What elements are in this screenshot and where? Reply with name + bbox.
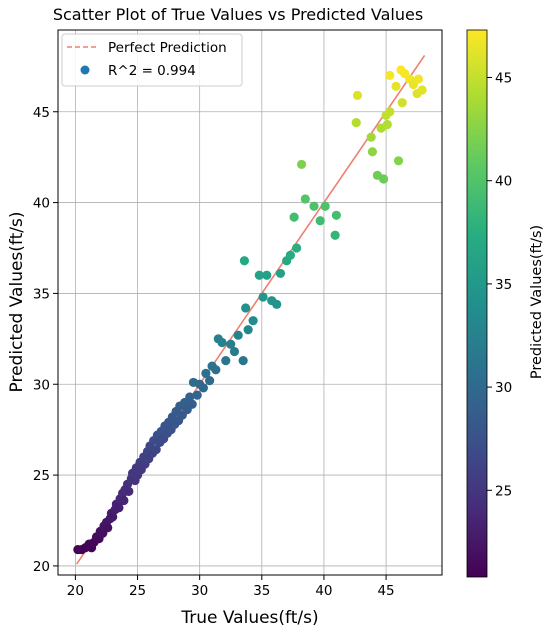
scatter-point <box>296 159 307 170</box>
chart-title: Scatter Plot of True Values vs Predicted… <box>53 5 423 24</box>
scatter-point <box>300 194 310 204</box>
scatter-point <box>254 270 264 280</box>
x-axis-ticks: 20 25 30 35 40 45 <box>67 575 395 599</box>
legend-marker-swatch <box>80 65 90 75</box>
scatter-point <box>233 330 243 340</box>
scatter-point <box>272 299 282 309</box>
scatter-point <box>151 445 161 455</box>
colorbar-label: Predicted Values(ft/s) <box>529 225 545 379</box>
legend-label-r-squared: R^2 = 0.994 <box>108 63 196 79</box>
x-axis-label: True Values(ft/s) <box>180 608 318 628</box>
x-tick-label: 45 <box>377 583 394 599</box>
x-tick-label: 35 <box>253 583 270 599</box>
colorbar-tick-label: 25 <box>495 483 512 499</box>
scatter-point <box>192 390 202 400</box>
colorbar-tick-label: 30 <box>495 380 512 396</box>
scatter-point <box>393 156 404 166</box>
y-tick-label: 45 <box>33 105 50 121</box>
scatter-point <box>211 365 221 375</box>
y-tick-label: 40 <box>33 196 50 212</box>
colorbar-tick-label: 40 <box>495 174 512 190</box>
scatter-point <box>413 74 423 84</box>
scatter-point <box>221 356 231 366</box>
legend: Perfect Prediction R^2 = 0.994 <box>61 33 243 87</box>
scatter-point <box>198 383 208 393</box>
colorbar-gradient <box>466 29 488 578</box>
scatter-point <box>352 90 363 100</box>
colorbar-ticks: 25 30 35 40 45 <box>487 70 512 499</box>
scatter-point <box>238 356 248 366</box>
y-tick-label: 30 <box>33 377 50 393</box>
y-axis-ticks: 20 25 30 35 40 45 <box>33 105 58 575</box>
scatter-point <box>292 243 302 253</box>
scatter-point <box>185 392 195 402</box>
scatter-point <box>366 132 376 142</box>
scatter-point <box>108 512 118 522</box>
plot-frame <box>57 29 443 576</box>
legend-label-perfect-prediction: Perfect Prediction <box>108 40 227 56</box>
scatter-point <box>330 230 340 240</box>
scatter-point <box>275 268 286 279</box>
scatter-point <box>391 81 401 91</box>
scatter-point <box>331 210 341 220</box>
x-tick-label: 30 <box>191 583 208 599</box>
y-axis-label: Predicted Values(ft/s) <box>7 212 27 393</box>
y-tick-label: 25 <box>33 468 50 484</box>
scatter-point <box>385 107 395 117</box>
scatter-point <box>397 98 407 108</box>
scatter-point <box>351 118 361 128</box>
scatter-point <box>258 292 268 302</box>
scatter-point <box>124 486 134 497</box>
scatter-point <box>320 201 330 211</box>
scatter-point <box>289 212 299 222</box>
scatter-point <box>243 325 253 335</box>
scatter-point <box>119 495 129 506</box>
colorbar-tick-label: 35 <box>495 277 512 293</box>
scatter-point <box>187 399 197 409</box>
scatter-point <box>248 316 258 326</box>
scatter-point <box>239 256 250 266</box>
x-tick-label: 40 <box>315 583 332 599</box>
scatter-point <box>309 201 319 211</box>
scatter-point <box>262 270 272 280</box>
x-tick-label: 20 <box>67 583 84 599</box>
scatter-point <box>382 119 392 130</box>
scatter-points <box>73 65 427 555</box>
scatter-point <box>103 523 113 533</box>
scatter-point <box>114 503 124 513</box>
legend-box <box>61 33 243 87</box>
scatter-point <box>201 368 211 378</box>
scatter-point <box>315 216 325 226</box>
scatter-point <box>226 339 236 349</box>
colorbar: 25 30 35 40 45 Predicted Values(ft/s) <box>466 29 545 578</box>
y-tick-label: 35 <box>33 286 50 302</box>
scatter-point <box>417 85 427 95</box>
scatter-point <box>378 174 389 184</box>
scatter-point <box>241 303 251 313</box>
scatter-point <box>385 70 395 81</box>
scatter-point <box>285 250 295 260</box>
scatter-point <box>229 346 240 357</box>
x-tick-label: 25 <box>129 583 146 599</box>
colorbar-tick-label: 45 <box>495 70 512 86</box>
y-tick-label: 20 <box>33 559 50 575</box>
scatter-point <box>205 376 215 386</box>
scatter-point <box>217 337 227 348</box>
scatter-point <box>367 147 378 157</box>
